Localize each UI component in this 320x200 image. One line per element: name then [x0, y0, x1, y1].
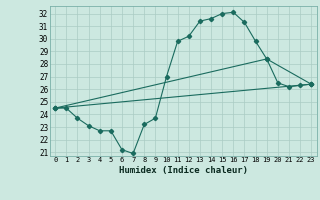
- X-axis label: Humidex (Indice chaleur): Humidex (Indice chaleur): [119, 166, 248, 175]
